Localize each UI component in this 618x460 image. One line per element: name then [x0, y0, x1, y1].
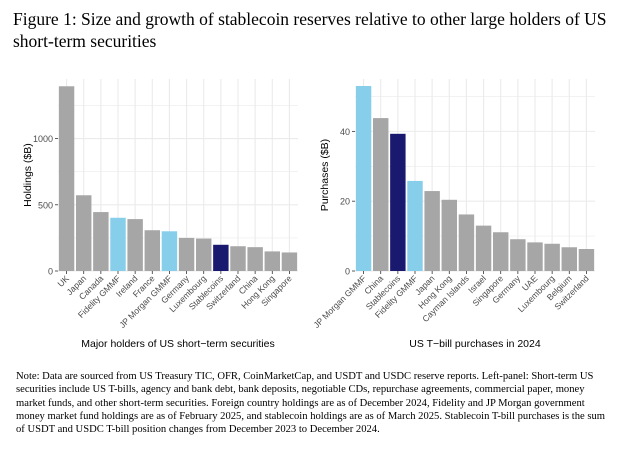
bar-hong-kong: [264, 251, 280, 271]
bar-switzerland: [578, 249, 595, 271]
bar-hong-kong: [441, 199, 457, 271]
bar-fidelity-gmmf: [407, 180, 423, 271]
bar-france: [144, 230, 160, 271]
bar-luxembourg: [544, 243, 560, 271]
y-tick-label: 1000: [33, 134, 53, 144]
bar-jp-morgan-gmmf: [355, 85, 372, 272]
figure-title: Figure 1: Size and growth of stablecoin …: [13, 9, 607, 51]
bar-cayman-islands: [458, 214, 475, 271]
bar-germany: [510, 239, 526, 271]
bar-china: [247, 247, 263, 271]
bar-japan: [424, 191, 440, 271]
bar-switzerland: [230, 246, 246, 271]
y-tick-label: 0: [48, 267, 53, 277]
y-tick-label: 500: [38, 200, 53, 210]
bar-uae: [527, 242, 543, 271]
bar-luxembourg: [196, 238, 212, 271]
bar-china: [373, 118, 389, 272]
bar-israel: [475, 225, 492, 271]
bar-canada: [93, 212, 109, 271]
bar-uk: [58, 86, 75, 271]
bar-stablecoins: [213, 244, 229, 271]
bar-belgium: [561, 247, 577, 271]
figure-note: Note: Data are sourced from US Treasury …: [16, 371, 606, 436]
y-axis-title: Holdings ($B): [22, 143, 34, 207]
bar-singapore: [281, 252, 298, 271]
y-tick-label: 0: [345, 267, 350, 277]
bar-jp-morgan-gmmf: [161, 231, 178, 271]
chart-right-panel: 0 20 40 JP Morgan GMMF China Stablecoins Fidel…: [305, 74, 605, 354]
y-axis-title: Purchases ($B): [319, 139, 331, 211]
bar-stablecoins: [390, 133, 406, 271]
bar-japan: [76, 195, 92, 271]
bar-fidelity-gmmf: [110, 217, 126, 271]
y-tick-label: 40: [340, 127, 350, 137]
bar-germany: [178, 237, 195, 271]
x-tick-label: JP Morgan GMMF: [311, 273, 368, 330]
x-axis-title: Major holders of US short−term securitie…: [81, 338, 274, 350]
y-tick-label: 20: [340, 197, 350, 207]
bar-ireland: [127, 219, 143, 271]
bar-singapore: [493, 232, 509, 271]
x-axis-title: US T−bill purchases in 2024: [409, 338, 541, 350]
chart-left-panel: 0 500 1000 UK Japan Canada Fidelity GMMF Irelan…: [8, 74, 308, 354]
